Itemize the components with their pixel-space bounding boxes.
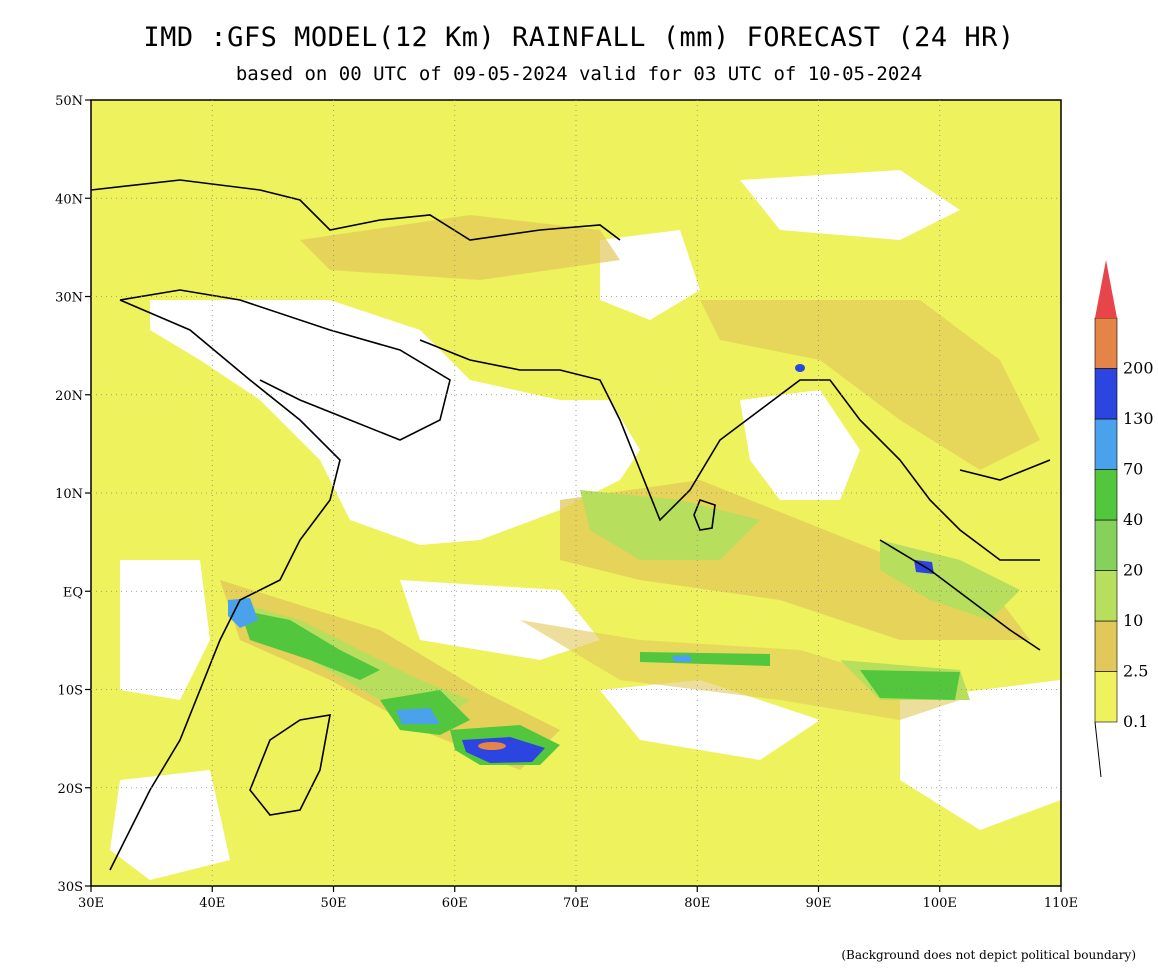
legend-label: 20 [1123, 561, 1143, 580]
legend-swatch [1094, 317, 1118, 369]
lat-tick-label: EQ [63, 585, 83, 600]
legend-swatch [1094, 469, 1118, 521]
legend-label: 130 [1123, 409, 1154, 428]
lon-tick-label: 100E [923, 896, 957, 911]
longitude-axis: 30E 40E 50E 60E 70E 80E 90E 100E 110E [78, 886, 1078, 911]
lat-tick-label: 30N [55, 291, 83, 306]
legend-swatch [1094, 570, 1118, 622]
gridlines [91, 100, 1061, 886]
lon-tick-label: 50E [320, 896, 346, 911]
coastlines [91, 179, 1051, 871]
legend-label: 70 [1123, 460, 1143, 479]
legend-label: 2.5 [1123, 662, 1148, 681]
rainfall-legend: 0.1 2.5 10 20 40 70 130 200 [1094, 260, 1154, 778]
legend-cap-bottom [1094, 721, 1102, 778]
lon-tick-label: 40E [199, 896, 225, 911]
lon-tick-label: 90E [805, 896, 831, 911]
legend-swatch [1094, 368, 1118, 420]
chart-title: IMD :GFS MODEL(12 Km) RAINFALL (mm) FORE… [143, 22, 1015, 53]
lon-tick-label: 80E [684, 896, 710, 911]
lat-tick-label: 10N [55, 487, 83, 502]
lat-tick-label: 40N [55, 192, 83, 207]
lon-tick-label: 30E [78, 896, 104, 911]
legend-label: 200 [1123, 359, 1154, 378]
lon-tick-label: 60E [442, 896, 468, 911]
lat-tick-label: 20S [58, 782, 83, 797]
lon-tick-label: 110E [1044, 896, 1078, 911]
lat-tick-label: 20N [55, 389, 83, 404]
lat-tick-label: 10S [58, 684, 83, 699]
footnote: (Background does not depict political bo… [841, 948, 1136, 962]
lat-tick-label: 30S [58, 880, 83, 895]
legend-label: 40 [1123, 510, 1143, 529]
legend-label: 0.1 [1123, 712, 1148, 731]
lat-tick-label: 50N [55, 94, 83, 109]
legend-cap-top [1095, 260, 1117, 318]
legend-swatch [1094, 418, 1118, 470]
legend-swatch [1094, 671, 1118, 723]
lon-tick-label: 70E [563, 896, 589, 911]
legend-label: 10 [1123, 611, 1143, 630]
chart-subtitle: based on 00 UTC of 09-05-2024 valid for … [235, 63, 923, 85]
latitude-axis: 50N 40N 30N 20N 10N EQ 10S 20S 30S [55, 94, 91, 895]
legend-swatch [1094, 519, 1118, 571]
legend-swatch [1094, 620, 1118, 672]
